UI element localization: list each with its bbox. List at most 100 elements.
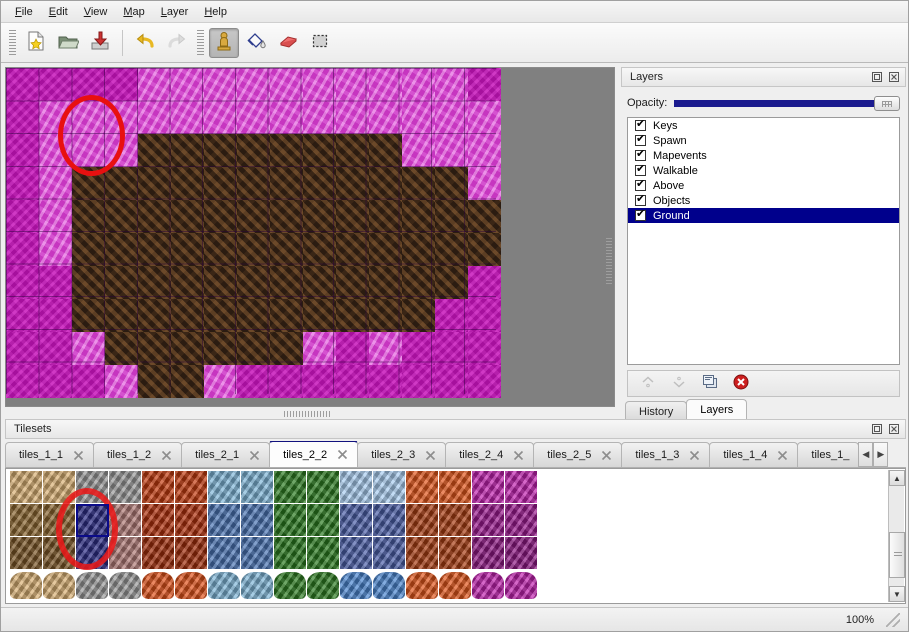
map-tile[interactable] (171, 299, 204, 332)
map-tile[interactable] (237, 167, 270, 200)
close-tab-icon[interactable] (424, 449, 436, 461)
layer-row-above[interactable]: Above (628, 178, 899, 193)
map-tile[interactable] (6, 134, 39, 167)
tileset-tile[interactable] (307, 572, 340, 600)
undo-button[interactable] (130, 28, 160, 58)
map-tile[interactable] (237, 101, 270, 134)
map-tile[interactable] (336, 200, 369, 233)
tileset-tile[interactable] (406, 537, 439, 570)
tileset-tile[interactable] (274, 504, 307, 537)
tileset-tab-tiles_2_1[interactable]: tiles_2_1 (181, 442, 271, 467)
map-tile[interactable] (204, 266, 237, 299)
close-tab-icon[interactable] (512, 449, 524, 461)
float-window-icon[interactable] (870, 422, 884, 436)
horizontal-splitter[interactable] (1, 409, 615, 419)
tileset-tile[interactable] (76, 572, 109, 600)
tileset-tile[interactable] (142, 471, 175, 504)
map-tile[interactable] (303, 233, 336, 266)
save-map-button[interactable] (85, 28, 115, 58)
tileset-tile[interactable] (109, 504, 142, 537)
close-panel-icon[interactable] (887, 422, 901, 436)
tileset-tile[interactable] (76, 504, 109, 537)
layer-row-keys[interactable]: Keys (628, 118, 899, 133)
map-tile[interactable] (402, 134, 435, 167)
horizontal-splitter-grip[interactable] (284, 411, 332, 417)
tileset-tile[interactable] (142, 504, 175, 537)
map-tile[interactable] (369, 134, 402, 167)
layer-row-walkable[interactable]: Walkable (628, 163, 899, 178)
map-tile[interactable] (72, 101, 105, 134)
map-tile[interactable] (171, 233, 204, 266)
map-tile[interactable] (336, 233, 369, 266)
close-tab-icon[interactable] (336, 449, 348, 461)
map-tile[interactable] (138, 200, 171, 233)
tileset-vertical-scrollbar[interactable]: ▲ ▼ (888, 470, 905, 602)
tileset-tile[interactable] (10, 572, 43, 600)
map-tile[interactable] (435, 266, 468, 299)
tileset-tab-tiles_1_3[interactable]: tiles_1_3 (621, 442, 711, 467)
map-tile[interactable] (138, 233, 171, 266)
tileset-tile[interactable] (43, 471, 76, 504)
tileset-tile[interactable] (43, 537, 76, 570)
map-tile[interactable] (39, 332, 72, 365)
layer-visibility-checkbox[interactable] (635, 133, 646, 146)
map-tile[interactable] (468, 266, 501, 299)
canvas-vertical-splitter[interactable] (606, 238, 612, 286)
map-tile[interactable] (138, 134, 171, 167)
tileset-tile[interactable] (43, 572, 76, 600)
dock-tab-layers[interactable]: Layers (686, 399, 748, 421)
map-tile[interactable] (204, 365, 237, 398)
map-tile[interactable] (39, 299, 72, 332)
delete-layer-button[interactable] (729, 373, 753, 395)
map-tile[interactable] (6, 167, 39, 200)
map-tile[interactable] (138, 101, 171, 134)
map-tile[interactable] (72, 365, 105, 398)
close-tab-icon[interactable] (248, 449, 260, 461)
layer-list[interactable]: Keys Spawn Mapevents Walkable Above Objects Gr… (627, 117, 900, 365)
map-tile[interactable] (237, 134, 270, 167)
map-tile[interactable] (105, 200, 138, 233)
scroll-up-arrow-icon[interactable]: ▲ (889, 470, 905, 486)
opacity-slider[interactable] (674, 95, 900, 111)
map-tile[interactable] (369, 200, 402, 233)
map-tile[interactable] (402, 266, 435, 299)
menu-file[interactable]: File (15, 5, 33, 18)
map-tile[interactable] (237, 233, 270, 266)
map-tile[interactable] (171, 200, 204, 233)
map-tile[interactable] (336, 299, 369, 332)
map-tile[interactable] (402, 332, 435, 365)
map-tile[interactable] (336, 266, 369, 299)
map-tile[interactable] (171, 167, 204, 200)
eraser-tool-button[interactable] (273, 28, 303, 58)
tileset-tile[interactable] (340, 504, 373, 537)
tileset-tab-tiles_1_2[interactable]: tiles_1_2 (93, 442, 183, 467)
map-tile[interactable] (336, 101, 369, 134)
tileset-tile[interactable] (274, 471, 307, 504)
map-tile[interactable] (39, 233, 72, 266)
tileset-tile[interactable] (142, 537, 175, 570)
tileset-tile[interactable] (472, 572, 505, 600)
tileset-tile[interactable] (340, 471, 373, 504)
map-tile[interactable] (435, 365, 468, 398)
tileset-tile[interactable] (241, 471, 274, 504)
tileset-tile[interactable] (406, 471, 439, 504)
tileset-tile[interactable] (241, 504, 274, 537)
tileset-tile[interactable] (274, 537, 307, 570)
map-tile[interactable] (237, 299, 270, 332)
tileset-tile[interactable] (307, 537, 340, 570)
map-tile[interactable] (336, 134, 369, 167)
map-tile[interactable] (270, 332, 303, 365)
map-tile[interactable] (6, 332, 39, 365)
tileset-tile[interactable] (340, 572, 373, 600)
map-tile[interactable] (72, 332, 105, 365)
map-tile[interactable] (72, 266, 105, 299)
opacity-slider-handle[interactable] (874, 96, 900, 111)
tileset-tab-tiles_2_3[interactable]: tiles_2_3 (357, 442, 447, 467)
map-tile[interactable] (336, 68, 369, 101)
tileset-tile[interactable] (10, 471, 43, 504)
close-tab-icon[interactable] (600, 449, 612, 461)
map-tile[interactable] (402, 200, 435, 233)
map-tile[interactable] (237, 200, 270, 233)
tileset-tile[interactable] (472, 537, 505, 570)
map-tile[interactable] (270, 68, 303, 101)
